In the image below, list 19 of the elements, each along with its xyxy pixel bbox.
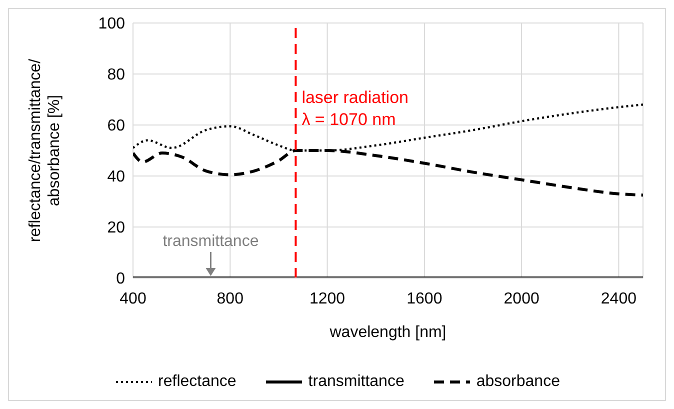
ref-line-label: laser radiation λ = 1070 nm — [302, 88, 408, 129]
y-tick-label: 100 — [98, 16, 126, 33]
y-axis-title: reflectance/transmittance/absorbance [%] — [27, 58, 63, 242]
x-tick-label: 2400 — [600, 290, 637, 308]
legend-label: transmittance — [307, 373, 404, 391]
x-tick-label: 800 — [216, 290, 244, 308]
y-tick-label: 20 — [107, 220, 126, 237]
y-tick-label: 0 — [116, 270, 126, 288]
y-tick-label: 60 — [107, 118, 126, 135]
x-tick-label: 2000 — [504, 290, 540, 308]
legend-label: absorbance — [475, 373, 560, 391]
legend-label: reflectance — [157, 373, 236, 391]
y-tick-label: 40 — [107, 168, 126, 186]
x-tick-label: 400 — [120, 290, 146, 308]
x-tick-label: 1200 — [309, 290, 346, 308]
annotation: transmittance — [162, 233, 259, 250]
x-axis-title: wavelength [nm] — [328, 324, 446, 341]
x-tick-label: 1600 — [406, 290, 442, 308]
y-tick-label: 80 — [107, 66, 126, 84]
